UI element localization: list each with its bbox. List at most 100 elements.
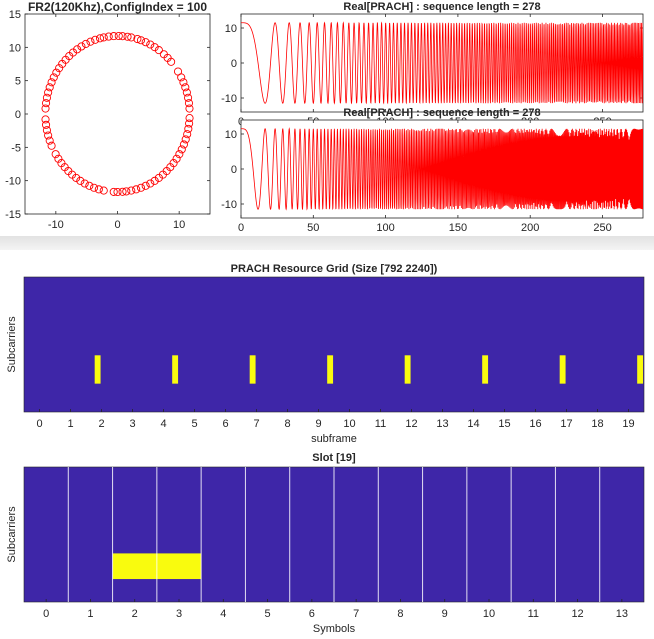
data-point: [94, 185, 103, 194]
data-point: [127, 33, 136, 42]
resource-grid: [23, 276, 645, 413]
data-point: [184, 93, 193, 102]
data-point: [177, 145, 186, 154]
x-tick-label: 4: [160, 418, 166, 430]
data-point: [80, 179, 89, 188]
data-point: [181, 83, 190, 92]
x-tick-label: 13: [436, 418, 448, 430]
data-point: [183, 130, 192, 139]
x-tick-label: 50: [307, 222, 319, 234]
sequence-title: Real[PRACH] : sequence length = 278: [343, 107, 540, 119]
data-point: [52, 68, 61, 77]
y-axis-label: Subcarriers: [6, 316, 18, 373]
data-point: [104, 32, 113, 41]
x-tick-label: 12: [405, 418, 417, 430]
prach-occasion: [559, 355, 566, 384]
data-point: [42, 93, 51, 102]
data-point: [146, 40, 155, 49]
x-tick-label: 17: [560, 418, 572, 430]
x-axis-label: Symbols: [313, 623, 356, 635]
x-tick-label: 16: [529, 418, 541, 430]
x-tick-label: 18: [591, 418, 603, 430]
data-point: [136, 183, 146, 192]
grid-title: PRACH Resource Grid (Size [792 2240]): [231, 263, 438, 275]
data-point: [76, 176, 85, 185]
y-tick-label: 0: [231, 164, 237, 176]
slot-title: Slot [19]: [312, 452, 356, 464]
data-point: [185, 114, 194, 123]
data-point: [177, 73, 186, 82]
x-tick-label: 11: [528, 608, 539, 620]
data-point: [118, 32, 127, 41]
data-point: [95, 34, 105, 43]
y-tick-label: 15: [9, 9, 21, 21]
data-point: [184, 99, 193, 108]
data-point: [132, 185, 141, 194]
data-point: [167, 57, 176, 66]
data-point: [54, 154, 63, 163]
x-tick-label: 100: [376, 222, 394, 234]
x-tick-label: 13: [616, 608, 628, 620]
data-point: [45, 83, 54, 92]
x-tick-label: -10: [48, 219, 64, 231]
x-tick-label: 2: [132, 608, 138, 620]
x-tick-label: 9: [315, 418, 321, 430]
data-point: [150, 43, 159, 52]
data-point: [81, 39, 90, 48]
x-tick-label: 1: [87, 608, 93, 620]
data-point: [150, 176, 159, 185]
x-axis-label: subframe: [311, 433, 357, 445]
data-point: [86, 37, 95, 46]
data-point: [184, 124, 193, 133]
x-tick-label: 200: [521, 222, 539, 234]
data-point: [123, 32, 132, 41]
x-tick-label: 250: [593, 222, 611, 234]
x-tick-label: 1: [67, 418, 73, 430]
prach-occasion: [404, 355, 411, 384]
prach-occasion: [172, 355, 179, 384]
x-tick-label: 12: [571, 608, 583, 620]
data-point: [122, 187, 131, 196]
data-point: [42, 126, 51, 135]
x-tick-label: 3: [129, 418, 135, 430]
sequence-line: [241, 21, 643, 105]
x-tick-label: 10: [483, 608, 495, 620]
x-tick-label: 3: [176, 608, 182, 620]
x-tick-label: 8: [284, 418, 290, 430]
prach-occasion: [637, 355, 644, 384]
figure-separator: [0, 236, 654, 250]
data-point: [41, 104, 50, 113]
x-tick-label: 19: [622, 418, 634, 430]
data-point: [44, 88, 53, 97]
data-point: [77, 42, 86, 51]
y-tick-label: -15: [5, 209, 21, 221]
sequence-title: Real[PRACH] : sequence length = 278: [343, 1, 540, 13]
data-point: [47, 141, 56, 150]
y-tick-label: 10: [225, 23, 237, 35]
data-point: [127, 186, 136, 195]
data-point: [133, 34, 142, 44]
y-tick-label: -10: [221, 93, 237, 105]
data-point: [57, 159, 66, 168]
x-tick-label: 0: [114, 219, 120, 231]
data-point: [51, 150, 60, 159]
constellation-axes: [24, 13, 211, 215]
y-tick-label: 10: [225, 129, 237, 141]
data-point: [141, 38, 150, 47]
y-tick-label: 10: [9, 42, 21, 54]
y-tick-label: 5: [15, 76, 21, 88]
data-point: [42, 99, 51, 108]
x-tick-label: 14: [467, 418, 479, 430]
data-point: [172, 154, 181, 163]
x-tick-label: 7: [353, 608, 359, 620]
x-tick-label: 5: [191, 418, 197, 430]
data-point: [185, 119, 194, 128]
data-point: [181, 135, 190, 144]
x-tick-label: 10: [173, 219, 185, 231]
prach-occasion: [482, 355, 489, 384]
data-point: [141, 181, 150, 190]
data-point: [179, 140, 188, 149]
data-point: [99, 186, 108, 195]
data-point: [99, 33, 108, 42]
